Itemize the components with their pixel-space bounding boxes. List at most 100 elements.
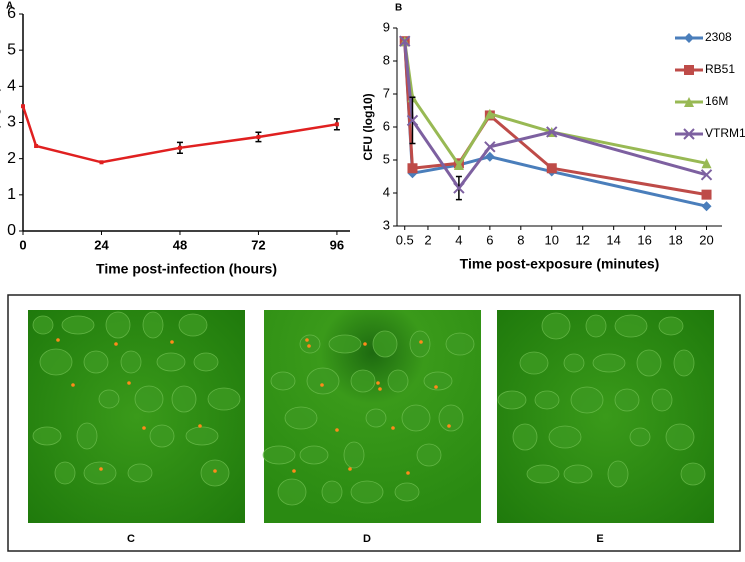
bacteria xyxy=(114,342,118,346)
cell xyxy=(98,389,120,409)
marker xyxy=(701,189,712,200)
y-tick-label: 7 xyxy=(383,85,390,100)
x-tick-label: 24 xyxy=(94,237,109,252)
marker xyxy=(701,158,712,169)
cell xyxy=(438,404,464,432)
cell xyxy=(61,315,95,335)
cell xyxy=(512,423,538,451)
marker xyxy=(34,144,39,149)
cell xyxy=(658,316,684,336)
marker xyxy=(399,35,411,47)
cell xyxy=(32,315,54,335)
y-tick-label: 3 xyxy=(7,114,16,131)
cell xyxy=(39,348,73,376)
y-tick-label: 6 xyxy=(7,5,16,22)
bacteria xyxy=(378,387,382,391)
legend-label: 2308 xyxy=(705,30,732,44)
panel-label: E xyxy=(596,533,603,545)
cell xyxy=(563,464,593,484)
marker xyxy=(546,163,557,174)
cell xyxy=(299,334,321,354)
cell xyxy=(636,349,662,377)
x-tick-label: 72 xyxy=(251,237,265,252)
legend-marker xyxy=(683,128,695,140)
x-tick-label: 0.5 xyxy=(396,232,414,247)
cell xyxy=(592,353,626,373)
cell xyxy=(156,352,186,372)
cell xyxy=(306,367,340,395)
x-tick-label: 18 xyxy=(668,232,682,247)
cell xyxy=(614,314,648,338)
panel-label: C xyxy=(127,533,135,545)
cell xyxy=(416,443,442,467)
cell xyxy=(534,390,560,410)
cell xyxy=(541,312,571,340)
x-tick-label: 8 xyxy=(517,232,524,247)
cell xyxy=(497,390,527,410)
cell xyxy=(193,352,219,372)
cell xyxy=(401,404,431,432)
legend-marker xyxy=(684,97,694,107)
cell xyxy=(629,427,651,447)
cell xyxy=(178,313,208,337)
x-tick-label: 2 xyxy=(424,232,431,247)
cell xyxy=(120,350,142,374)
cell xyxy=(83,350,109,374)
marker xyxy=(484,151,495,162)
cell xyxy=(387,369,409,393)
cell xyxy=(519,351,549,375)
x-tick-label: 10 xyxy=(545,232,559,247)
cell xyxy=(526,464,560,484)
cell xyxy=(423,371,453,391)
cell xyxy=(299,445,329,465)
cell xyxy=(548,425,582,449)
cell xyxy=(445,332,475,356)
marker xyxy=(334,122,339,127)
y-tick-label: 0 xyxy=(7,222,16,239)
bacteria xyxy=(434,385,438,389)
marker xyxy=(453,182,465,194)
bacteria xyxy=(71,383,75,387)
data-line xyxy=(403,40,707,168)
y-tick-label: 4 xyxy=(383,184,390,199)
cell xyxy=(54,461,76,485)
bacteria xyxy=(292,469,296,473)
legend-label: 16M xyxy=(705,94,728,108)
cell xyxy=(83,461,117,485)
cell xyxy=(321,480,343,504)
marker xyxy=(701,201,712,212)
bacteria xyxy=(419,340,423,344)
y-tick-label: 3 xyxy=(383,217,390,232)
cell xyxy=(284,406,318,430)
cell xyxy=(563,353,585,373)
x-tick-label: 14 xyxy=(606,232,620,247)
y-tick-label: 8 xyxy=(383,52,390,67)
cell xyxy=(673,349,695,377)
cell xyxy=(372,330,398,358)
cell xyxy=(171,385,197,413)
bacteria xyxy=(348,467,352,471)
x-tick-label: 48 xyxy=(173,237,187,252)
x-tick-label: 12 xyxy=(575,232,589,247)
y-tick-label: 9 xyxy=(383,19,390,34)
cell xyxy=(149,424,175,448)
cell xyxy=(32,426,62,446)
cell xyxy=(680,462,706,486)
bacteria xyxy=(406,471,410,475)
x-axis-label: Time post-exposure (minutes) xyxy=(460,256,660,272)
data-line xyxy=(403,41,707,208)
cell xyxy=(270,371,296,391)
image-frame xyxy=(7,294,741,552)
marker xyxy=(700,169,713,181)
cell xyxy=(134,385,164,413)
marker xyxy=(484,141,496,153)
data-line xyxy=(403,41,707,191)
cell xyxy=(277,478,307,506)
x-tick-label: 0 xyxy=(19,237,26,252)
y-tick-label: 4 xyxy=(7,78,16,95)
marker xyxy=(484,108,495,119)
bacteria xyxy=(142,426,146,430)
legend-label: RB51 xyxy=(705,62,735,76)
bacteria xyxy=(320,383,324,387)
